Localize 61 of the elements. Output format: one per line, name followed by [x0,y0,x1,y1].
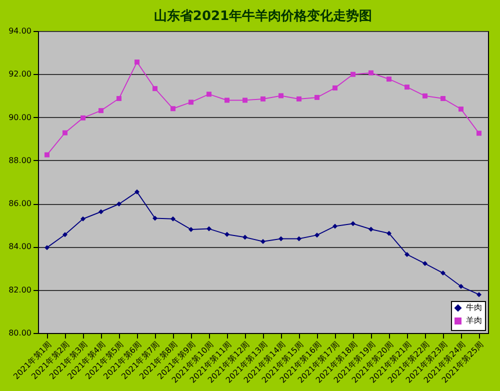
y-tick-label: 90.00 [8,112,32,122]
y-tick-label: 88.00 [8,156,32,165]
point [116,96,122,102]
point [386,76,392,82]
point [278,93,284,98]
point [98,108,104,114]
point [368,70,374,76]
point [260,96,266,102]
point [278,236,284,242]
point [404,252,410,257]
y-tick-label: 92.00 [8,70,32,79]
point [152,216,158,221]
point [476,292,482,298]
point [134,60,140,65]
point [314,94,320,100]
chart-title: 山东省2021年牛羊肉价格变化走势图 [154,8,372,24]
point [458,284,464,289]
point [206,92,212,97]
point [44,245,50,250]
y-tick-label: 80.00 [8,328,32,338]
point [296,96,302,102]
point [332,85,338,90]
legend-label: 牛肉 [466,303,482,312]
point [332,224,338,229]
point [80,216,86,222]
point [170,216,176,222]
y-tick-label: 84.00 [8,242,32,252]
point [80,115,86,120]
point [98,209,104,214]
point [152,86,158,92]
point [188,100,194,105]
point [368,226,374,232]
point [224,232,230,237]
point [296,236,302,242]
point [116,202,122,207]
point [242,234,248,240]
point [44,152,50,158]
point [350,72,356,77]
point [440,270,446,276]
point [188,226,194,232]
y-tick-label: 86.00 [8,199,32,208]
y-tick-label: 82.00 [8,285,32,294]
point [386,230,392,236]
point [62,232,68,238]
point [314,232,320,238]
y-tick-label: 94.00 [8,26,32,36]
point [62,130,68,136]
point [206,226,212,232]
point [260,239,266,244]
point [476,130,482,136]
point [422,261,428,266]
point [224,98,230,103]
point [170,106,176,112]
legend-label: 羊肉 [466,316,482,325]
point [440,96,446,102]
point [458,106,464,112]
point [404,84,410,90]
point [350,221,356,226]
point [134,189,140,194]
point [422,93,428,98]
point [242,98,248,103]
